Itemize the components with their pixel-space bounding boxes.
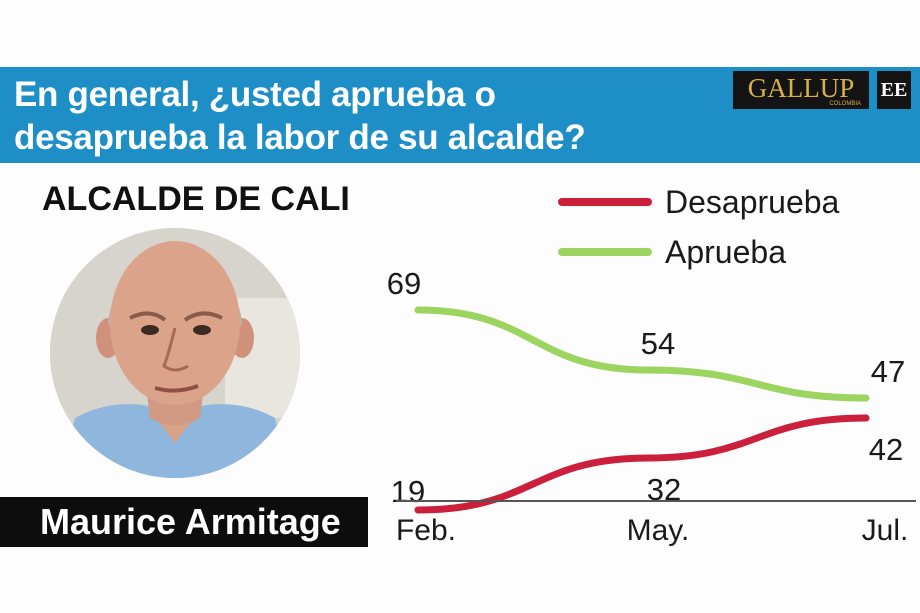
el-espectador-logo: EE (877, 71, 911, 109)
data-label-aprueba-0: 69 (387, 266, 421, 301)
header-banner: En general, ¿usted aprueba o desaprueba … (0, 67, 920, 163)
x-tick-label-1: May. (627, 514, 690, 547)
gallup-logo-subtext: COLOMBIA (829, 101, 861, 107)
mayor-portrait (50, 228, 300, 478)
gallup-logo-text: GALLUP (747, 73, 855, 103)
subject-heading: ALCALDE DE CALI (42, 180, 350, 218)
portrait-illustration (50, 228, 300, 478)
legend-label-desaprueba: Desaprueba (665, 184, 840, 220)
survey-question: En general, ¿usted aprueba o desaprueba … (14, 73, 704, 159)
chart-legend: Desaprueba Aprueba (558, 184, 840, 270)
x-tick-label-2: Jul. (862, 514, 909, 547)
legend-label-aprueba: Aprueba (665, 234, 786, 270)
mayor-name: Maurice Armitage (40, 501, 341, 542)
gallup-logo: GALLUP COLOMBIA (733, 71, 869, 109)
data-label-desaprueba-0: 19 (391, 474, 425, 509)
series-line-aprueba (414, 306, 870, 402)
data-label-aprueba-1: 54 (641, 326, 675, 361)
data-label-aprueba-2: 47 (871, 354, 905, 389)
series-line-desaprueba (414, 414, 870, 514)
question-line-2: desaprueba la labor de su alcalde? (14, 118, 586, 157)
x-axis-ticks: Feb. May. Jul. (396, 514, 908, 547)
mayor-name-bar: Maurice Armitage (0, 497, 368, 547)
question-line-1: En general, ¿usted aprueba o (14, 75, 496, 114)
data-label-desaprueba-2: 42 (869, 432, 903, 467)
x-tick-label-0: Feb. (396, 514, 456, 547)
